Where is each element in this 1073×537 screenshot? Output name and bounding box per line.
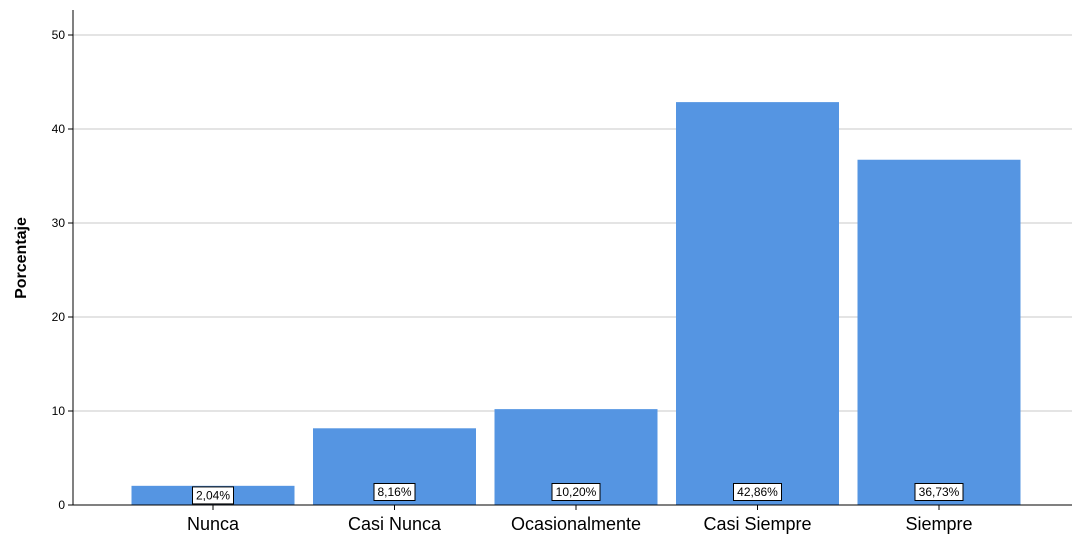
bar [857,159,1021,505]
data-label-text: 42,86% [737,485,778,499]
y-tick-label: 50 [52,28,66,42]
bar [676,102,839,505]
y-tick-label: 40 [52,122,66,136]
y-tick-label: 10 [52,404,66,418]
x-tick-label: Ocasionalmente [511,514,641,534]
data-label-box [914,483,964,501]
data-label: 36,73% [914,483,964,501]
y-axis-label: Porcentaje [13,217,30,299]
data-label-text: 36,73% [919,485,960,499]
data-label-text: 2,04% [196,488,230,502]
x-tick-label: Siempre [905,514,972,534]
x-tick-label: Casi Nunca [348,514,442,534]
y-tick-label: 30 [52,216,66,230]
x-axis: Nunca Casi Nunca Ocasionalmente Casi Siempr… [73,504,1072,534]
data-label-box [192,486,234,505]
data-label: 2,04% [192,486,234,505]
y-axis: 0 10 20 30 40 50 [52,10,74,512]
data-label-text: 8,16% [377,485,411,499]
data-label-box [733,483,782,501]
x-tick-label: Casi Siempre [703,514,811,534]
y-tick-label: 0 [58,498,65,512]
data-label: 42,86% [733,483,782,501]
data-label: 10,20% [551,483,601,501]
data-label-text: 10,20% [556,485,597,499]
data-label-box [551,483,601,501]
data-label-box [373,483,416,501]
data-label: 8,16% [373,483,416,501]
x-tick-label: Nunca [187,514,240,534]
bars: 2,04% 8,16% 10,20% 42,86% 36,73% [131,102,1021,505]
y-tick-label: 20 [52,310,66,324]
